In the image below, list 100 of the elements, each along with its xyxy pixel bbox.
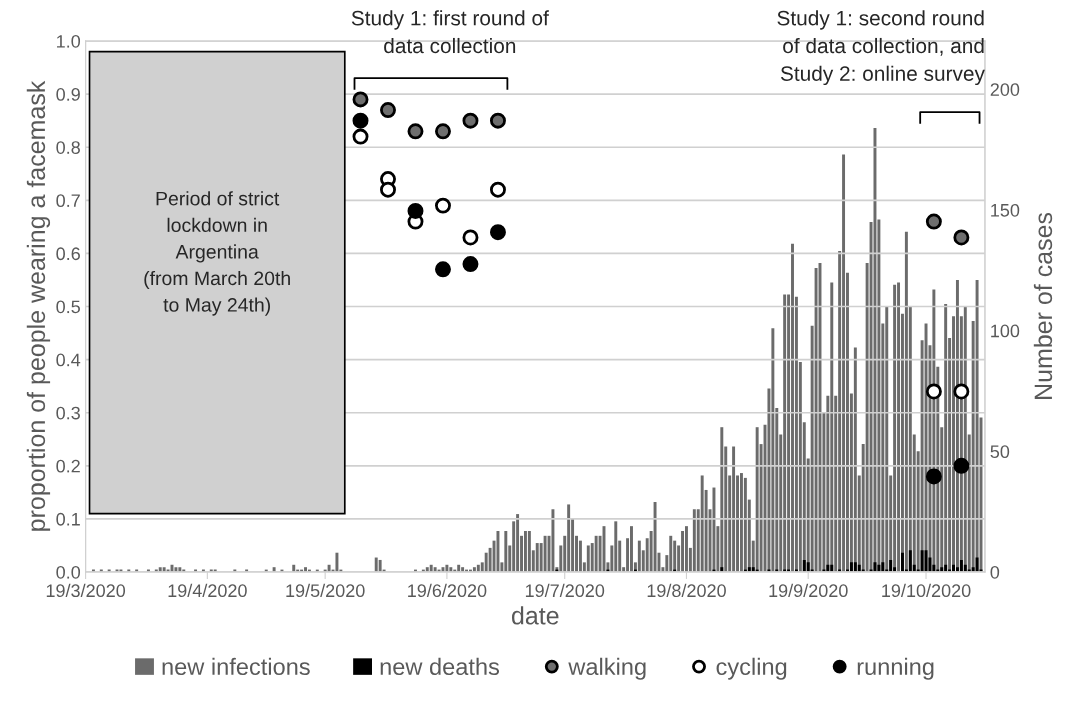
bar: [684, 526, 688, 573]
bar: [814, 267, 818, 573]
y2-tick-label: 50: [990, 445, 1010, 459]
x-tick-label: 19/4/2020: [168, 583, 247, 598]
bar: [535, 543, 539, 573]
point: [380, 102, 396, 119]
point: [435, 261, 451, 278]
y-tick-label: 0.5: [56, 300, 80, 314]
y-tick-label: 0.3: [56, 406, 80, 420]
point: [489, 181, 506, 198]
bar: [374, 557, 378, 573]
legend-label: new deaths: [380, 657, 500, 676]
bar: [959, 559, 963, 573]
bar: [739, 473, 743, 573]
point: [925, 383, 942, 400]
bar: [669, 535, 673, 573]
band-label: Period of strict lockdown in Argentina (from March 20th to May 24th): [144, 191, 290, 316]
bar: [673, 540, 677, 573]
bar: [849, 562, 853, 573]
point: [953, 383, 970, 400]
y-tick-label: 0.0: [56, 565, 81, 579]
bar: [842, 154, 846, 573]
bar: [904, 231, 908, 573]
y2-tick-label: 0: [990, 565, 1000, 579]
bar: [889, 559, 893, 573]
x-tick-label: 19/8/2020: [647, 583, 726, 598]
y-axis-title: proportion of people wearing a facemask: [26, 80, 51, 531]
bar: [484, 552, 488, 573]
bar: [806, 562, 810, 573]
bar: [692, 509, 696, 573]
bar: [908, 550, 912, 573]
point: [407, 202, 424, 219]
y-tick-label: 0.7: [56, 194, 80, 208]
bar: [586, 545, 590, 573]
bar: [900, 552, 904, 573]
legend-label: walking: [568, 657, 646, 680]
y-tick-label: 0.8: [56, 141, 80, 154]
bar: [802, 559, 806, 573]
bar: [897, 282, 901, 573]
bar: [653, 502, 657, 573]
bar: [700, 475, 704, 573]
y2-axis-title: Number of cases: [1033, 212, 1053, 399]
bar: [551, 509, 555, 573]
bar: [630, 526, 633, 573]
x-tick-label: 19/7/2020: [525, 583, 605, 598]
bar: [885, 306, 889, 573]
point: [435, 197, 451, 214]
y-tick-label: 0.1: [56, 512, 80, 526]
bar: [527, 530, 531, 573]
bar: [578, 540, 582, 573]
y-tick-label: 0.4: [56, 353, 81, 367]
bar: [732, 446, 736, 573]
point: [407, 123, 424, 140]
bar: [516, 514, 520, 573]
point: [352, 128, 369, 145]
y2-tick-label: 150: [991, 203, 1020, 217]
bar: [873, 562, 877, 573]
y-tick-label: 0.6: [56, 247, 80, 261]
bar: [543, 535, 547, 573]
annotation: Study 1: first round of data collection: [351, 10, 549, 54]
x-tick-label: 19/5/2020: [286, 583, 365, 598]
bar: [783, 294, 787, 573]
y2-tick-label: 100: [991, 324, 1020, 338]
bar: [504, 530, 508, 573]
bar: [881, 562, 885, 573]
x-tick-label: 19/9/2020: [769, 583, 848, 598]
point: [352, 112, 369, 129]
bar: [853, 562, 857, 573]
legend-label: cycling: [716, 657, 787, 680]
x-tick-label: 19/3/2020: [46, 583, 126, 598]
point: [352, 91, 369, 108]
x-tick-label: 19/6/2020: [408, 583, 487, 598]
annotation: Study 1: second round of data collection, and Study 2: online survey: [777, 10, 985, 86]
point: [462, 112, 479, 129]
bar: [594, 535, 598, 573]
bar: [743, 477, 747, 573]
bar: [791, 243, 794, 573]
x-tick-label: 19/10/2020: [882, 583, 971, 598]
point: [953, 457, 970, 474]
point: [462, 229, 479, 246]
bar: [335, 552, 339, 573]
y-tick-label: 0.2: [56, 459, 80, 473]
bar: [637, 540, 641, 573]
point: [462, 256, 479, 273]
bar: [755, 427, 759, 573]
y-tick-label: 1.0: [57, 34, 81, 48]
point: [489, 224, 506, 241]
bar: [496, 530, 500, 573]
legend-label: running: [857, 657, 934, 680]
x-axis-title: date: [511, 606, 559, 625]
bar: [567, 504, 571, 573]
point: [953, 229, 970, 246]
point: [380, 181, 396, 198]
point: [489, 112, 506, 129]
legend-label: new infections: [162, 657, 310, 676]
bar: [920, 550, 924, 573]
bar: [712, 487, 716, 573]
bar: [523, 530, 527, 573]
point: [925, 213, 942, 230]
bar: [771, 328, 775, 573]
